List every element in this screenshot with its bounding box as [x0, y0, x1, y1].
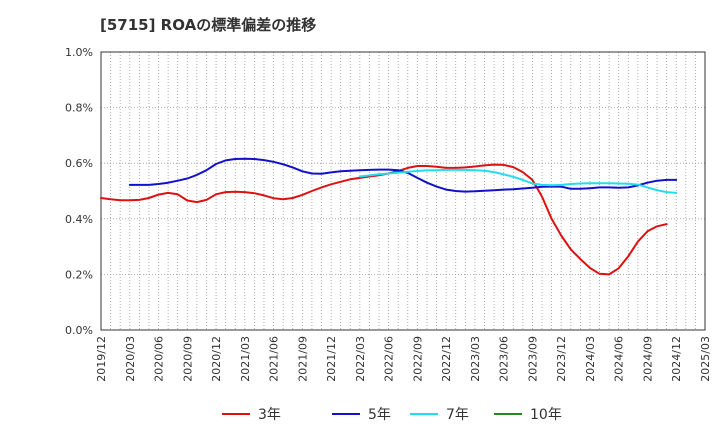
x-tick-label: 2024/03	[584, 336, 597, 382]
x-tick-label: 2024/09	[641, 336, 654, 382]
x-tick-label: 2019/12	[95, 336, 108, 382]
x-tick-label: 2024/12	[670, 336, 683, 382]
y-tick-label: 0.8%	[65, 102, 93, 115]
legend: 3年 5年 7年 10年	[222, 407, 562, 423]
x-tick-label: 2022/09	[411, 336, 424, 382]
x-tick-label: 2023/06	[498, 336, 511, 382]
x-tick-label: 2024/06	[613, 336, 626, 382]
legend-label: 5年	[368, 407, 391, 423]
x-tick-label: 2022/03	[354, 336, 367, 382]
x-tick-label: 2020/03	[124, 336, 137, 382]
x-tick-label: 2021/06	[268, 336, 281, 382]
y-tick-label: 1.0%	[65, 46, 93, 59]
y-tick-label: 0.6%	[65, 157, 93, 170]
x-tick-label: 2022/06	[383, 336, 396, 382]
y-tick-label: 0.2%	[65, 268, 93, 281]
x-tick-label: 2022/12	[440, 336, 453, 382]
x-tick-label: 2021/12	[325, 336, 338, 382]
plot-background	[101, 52, 705, 330]
plot-frame	[100, 51, 706, 331]
x-tick-label: 2023/12	[555, 336, 568, 382]
axes: 0.0% 0.2% 0.4% 0.6% 0.8% 1.0% 2019/12 2020/03 20…	[65, 46, 712, 382]
x-tick-label: 2020/09	[181, 336, 194, 382]
x-tick-label: 2020/12	[210, 336, 223, 382]
y-tick-label: 0.0%	[65, 324, 93, 337]
series-line	[358, 168, 678, 194]
x-tick-label: 2020/06	[153, 336, 166, 382]
series-lines	[100, 157, 678, 276]
legend-label: 10年	[530, 407, 562, 423]
legend-label: 7年	[446, 407, 469, 423]
y-tick-label: 0.4%	[65, 213, 93, 226]
legend-label: 3年	[258, 407, 281, 423]
x-tick-label: 2023/09	[526, 336, 539, 382]
x-tick-label: 2021/03	[239, 336, 252, 382]
chart-title: [5715] ROAの標準偏差の推移	[100, 16, 317, 34]
x-tick-label: 2023/03	[469, 336, 482, 382]
x-tick-label: 2021/09	[296, 336, 309, 382]
x-tick-label: 2025/03	[699, 336, 712, 382]
